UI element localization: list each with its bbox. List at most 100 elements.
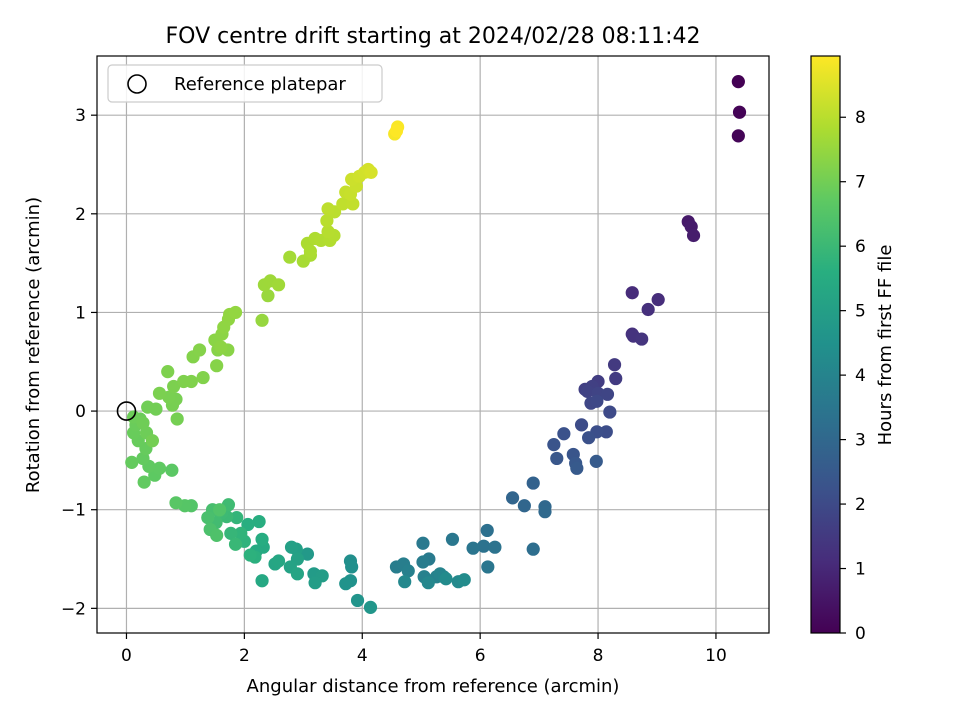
data-points [125,75,747,614]
scatter-point [526,476,540,490]
y-tick-label: −2 [61,599,86,619]
scatter-point [582,431,596,445]
plot-area [97,56,769,633]
scatter-point [201,510,215,525]
scatter-point [321,202,335,216]
scatter-point [547,438,561,452]
x-tick-label: 10 [705,646,727,666]
x-axis-label: Angular distance from reference (arcmin) [247,676,620,697]
scatter-point [481,560,495,574]
scatter-point [570,461,584,475]
x-axis-ticks: 0 2 4 6 8 10 [121,633,727,666]
y-axis-label: Rotation from reference (arcmin) [23,197,44,493]
scatter-point [345,560,359,574]
x-tick-label: 2 [239,646,250,666]
y-tick-label: 0 [75,402,86,422]
scatter-point [651,293,665,307]
chart-title: FOV centre drift starting at 2024/02/28 … [166,24,701,49]
scatter-point [321,224,335,239]
scatter-point [169,496,183,510]
scatter-point [590,394,604,408]
scatter-point [401,564,415,578]
scatter-point [152,461,167,475]
scatter-point [234,526,248,540]
scatter-point [152,386,167,400]
scatter-point [517,499,531,513]
scatter-point [457,573,471,587]
x-tick-label: 4 [357,646,368,666]
plot-frame [96,55,770,634]
scatter-point [346,197,360,211]
scatter-point [255,313,269,327]
scatter-point [145,434,160,448]
scatter-point [480,523,494,538]
scatter-point [125,455,139,469]
scatter-point [635,332,649,346]
scatter-point [167,379,181,394]
scatter-point [600,387,615,401]
colorbar-tick-label: 6 [855,237,866,257]
scatter-point [421,576,435,590]
legend-box [107,64,383,103]
reference-platepar-marker [116,401,137,421]
scatter-point [731,129,745,143]
scatter-point [213,503,227,517]
scatter-point [210,359,224,373]
scatter-point [149,402,163,416]
scatter-point [290,567,305,581]
scatter-point [252,514,266,529]
scatter-point [165,463,179,477]
scatter-point [228,305,243,320]
scatter-point [230,510,244,525]
scatter-point [398,575,412,589]
legend-label: Reference platepar [174,74,346,95]
scatter-point [300,547,315,561]
scatter-point [303,244,317,258]
scatter-point [609,371,623,386]
scatter-point [261,289,275,303]
scatter-point [580,384,595,398]
scatter-point [283,250,297,264]
legend-marker-icon [127,74,147,94]
scatter-point [320,214,334,228]
legend: Reference platepar [107,64,383,103]
scatter-point [731,75,745,89]
scatter-point [170,412,184,426]
scatter-point [184,374,198,389]
scatter-point [732,105,747,119]
scatter-point [641,302,655,317]
colorbar-tick-label: 0 [855,624,866,644]
scatter-point [574,418,589,432]
x-tick-label: 0 [121,646,132,666]
colorbar-tick-label: 1 [855,560,866,580]
colorbar-tick-label: 4 [855,366,866,386]
scatter-point [255,532,269,546]
scatter-point [439,572,453,586]
scatter-point [214,340,228,354]
scatter-point [538,505,552,519]
scatter-point [210,528,224,542]
scatter-point [196,370,210,385]
y-tick-label: 3 [75,106,86,126]
scatter-point [228,537,243,551]
scatter-point [308,576,322,590]
scatter-point [389,124,404,138]
scatter-point [192,343,207,357]
scatter-point [550,451,564,466]
scatter-point [445,532,460,546]
scatter-point [271,554,286,568]
scatter-point [686,228,701,243]
scatter-point [466,541,480,555]
scatter-point [255,574,269,588]
x-tick-label: 8 [593,646,604,666]
scatter-point [339,577,353,591]
colorbar-tick-label: 8 [855,108,866,128]
scatter-point [336,197,350,211]
scatter-point [589,454,603,468]
scatter-point [363,600,378,614]
scatter-point [557,427,571,441]
scatter-point [136,416,150,430]
scatter-point [625,286,639,300]
scatter-point [241,517,255,532]
